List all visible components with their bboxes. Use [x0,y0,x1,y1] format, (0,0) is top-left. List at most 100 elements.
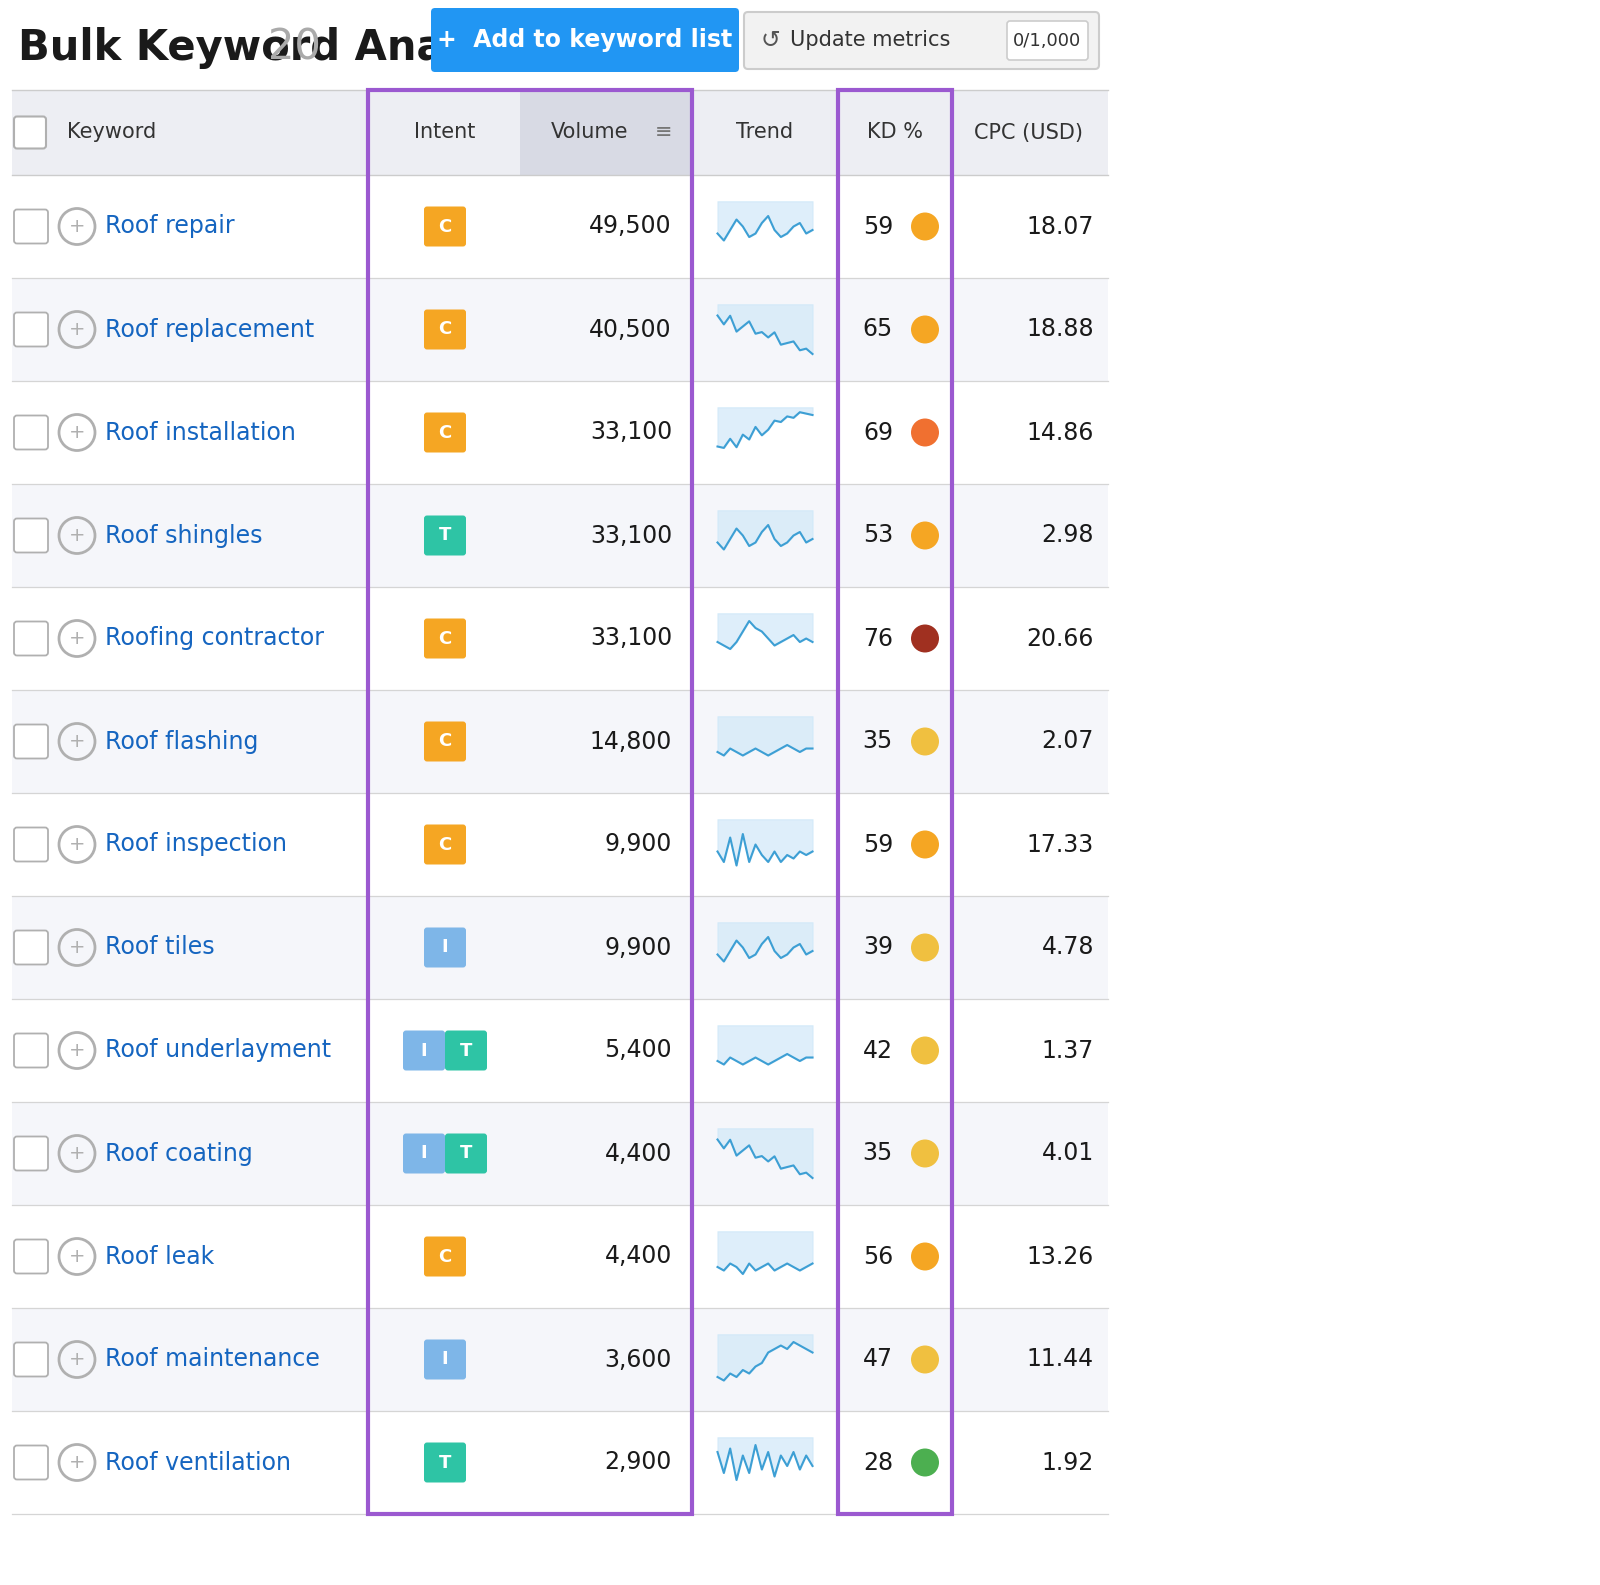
Text: +: + [69,1144,85,1163]
Text: 0/1,000: 0/1,000 [1013,32,1082,49]
Text: 49,500: 49,500 [589,214,672,238]
FancyBboxPatch shape [403,1030,445,1070]
Text: +: + [69,1247,85,1266]
Text: +: + [69,938,85,957]
Bar [13,380,1107,483]
Text: 2,900: 2,900 [605,1450,672,1474]
Text: 4,400: 4,400 [605,1244,672,1268]
Bar [13,90,1107,174]
Text: 65: 65 [862,317,893,341]
FancyBboxPatch shape [424,1442,466,1482]
Text: 53: 53 [862,523,893,547]
Circle shape [910,1449,939,1477]
Text: I: I [421,1144,427,1162]
Circle shape [910,624,939,653]
Bar [13,1102,1107,1205]
Circle shape [910,212,939,241]
FancyBboxPatch shape [14,415,48,450]
Circle shape [910,934,939,962]
Text: 47: 47 [862,1347,893,1371]
Text: Bulk Keyword Analysis: Bulk Keyword Analysis [18,27,550,70]
Text: Volume: Volume [552,122,629,143]
Text: ↺: ↺ [760,29,779,52]
Bar [13,483,1107,586]
FancyBboxPatch shape [424,824,466,864]
Text: +: + [69,732,85,751]
FancyBboxPatch shape [14,312,48,347]
Bar [13,1205,1107,1308]
Circle shape [910,418,939,447]
Text: 5,400: 5,400 [605,1038,672,1062]
Circle shape [910,1037,939,1065]
Text: Roof coating: Roof coating [106,1141,253,1165]
Text: +: + [69,217,85,236]
Text: Roof leak: Roof leak [106,1244,214,1268]
Bar [13,999,1107,1102]
Text: 4.78: 4.78 [1042,935,1094,959]
FancyBboxPatch shape [14,117,46,149]
Circle shape [910,1243,939,1271]
Text: 59: 59 [862,832,893,856]
Text: KD %: KD % [867,122,923,143]
FancyBboxPatch shape [403,1133,445,1173]
Text: Keyword: Keyword [67,122,157,143]
Text: 20: 20 [269,27,322,70]
FancyBboxPatch shape [14,518,48,553]
Text: +: + [69,835,85,854]
FancyBboxPatch shape [424,721,466,761]
Text: 69: 69 [862,420,893,444]
Text: 14.86: 14.86 [1027,420,1094,444]
Text: C: C [438,1247,451,1265]
Text: 13.26: 13.26 [1027,1244,1094,1268]
Text: 42: 42 [862,1038,893,1062]
Bar [13,896,1107,999]
Text: T: T [459,1144,472,1162]
Text: 39: 39 [862,935,893,959]
Text: 1.92: 1.92 [1042,1450,1094,1474]
Text: +: + [69,629,85,648]
Text: 18.88: 18.88 [1026,317,1094,341]
FancyBboxPatch shape [424,412,466,452]
Text: Intent: Intent [414,122,475,143]
Text: 18.07: 18.07 [1027,214,1094,238]
Circle shape [910,728,939,756]
Text: 40,500: 40,500 [589,317,672,341]
FancyBboxPatch shape [430,8,739,71]
FancyBboxPatch shape [14,1342,48,1376]
Text: +: + [69,423,85,442]
FancyBboxPatch shape [14,930,48,965]
Text: 3,600: 3,600 [605,1347,672,1371]
FancyBboxPatch shape [445,1030,486,1070]
FancyBboxPatch shape [14,1136,48,1170]
Text: +: + [69,320,85,339]
Text: 59: 59 [862,214,893,238]
FancyBboxPatch shape [14,1033,48,1068]
Text: Roof installation: Roof installation [106,420,296,444]
FancyBboxPatch shape [424,309,466,350]
Text: 2.98: 2.98 [1042,523,1094,547]
FancyBboxPatch shape [1006,21,1088,60]
Text: 35: 35 [862,1141,893,1165]
Text: +  Add to keyword list: + Add to keyword list [437,29,733,52]
Circle shape [910,521,939,550]
Text: Roof flashing: Roof flashing [106,729,258,753]
Text: T: T [438,1453,451,1471]
Text: 33,100: 33,100 [590,420,672,444]
Text: 35: 35 [862,729,893,753]
Text: Trend: Trend [736,122,794,143]
FancyBboxPatch shape [424,515,466,555]
Bar [520,90,690,174]
Text: 2.07: 2.07 [1042,729,1094,753]
Text: 28: 28 [862,1450,893,1474]
FancyBboxPatch shape [445,1133,486,1173]
FancyBboxPatch shape [424,618,466,658]
Text: Roof inspection: Roof inspection [106,832,286,856]
Circle shape [910,1140,939,1168]
Text: C: C [438,732,451,751]
Text: C: C [438,423,451,442]
Bar [13,586,1107,689]
FancyBboxPatch shape [14,1239,48,1273]
Text: 33,100: 33,100 [590,523,672,547]
FancyBboxPatch shape [424,1236,466,1276]
Text: 11.44: 11.44 [1027,1347,1094,1371]
